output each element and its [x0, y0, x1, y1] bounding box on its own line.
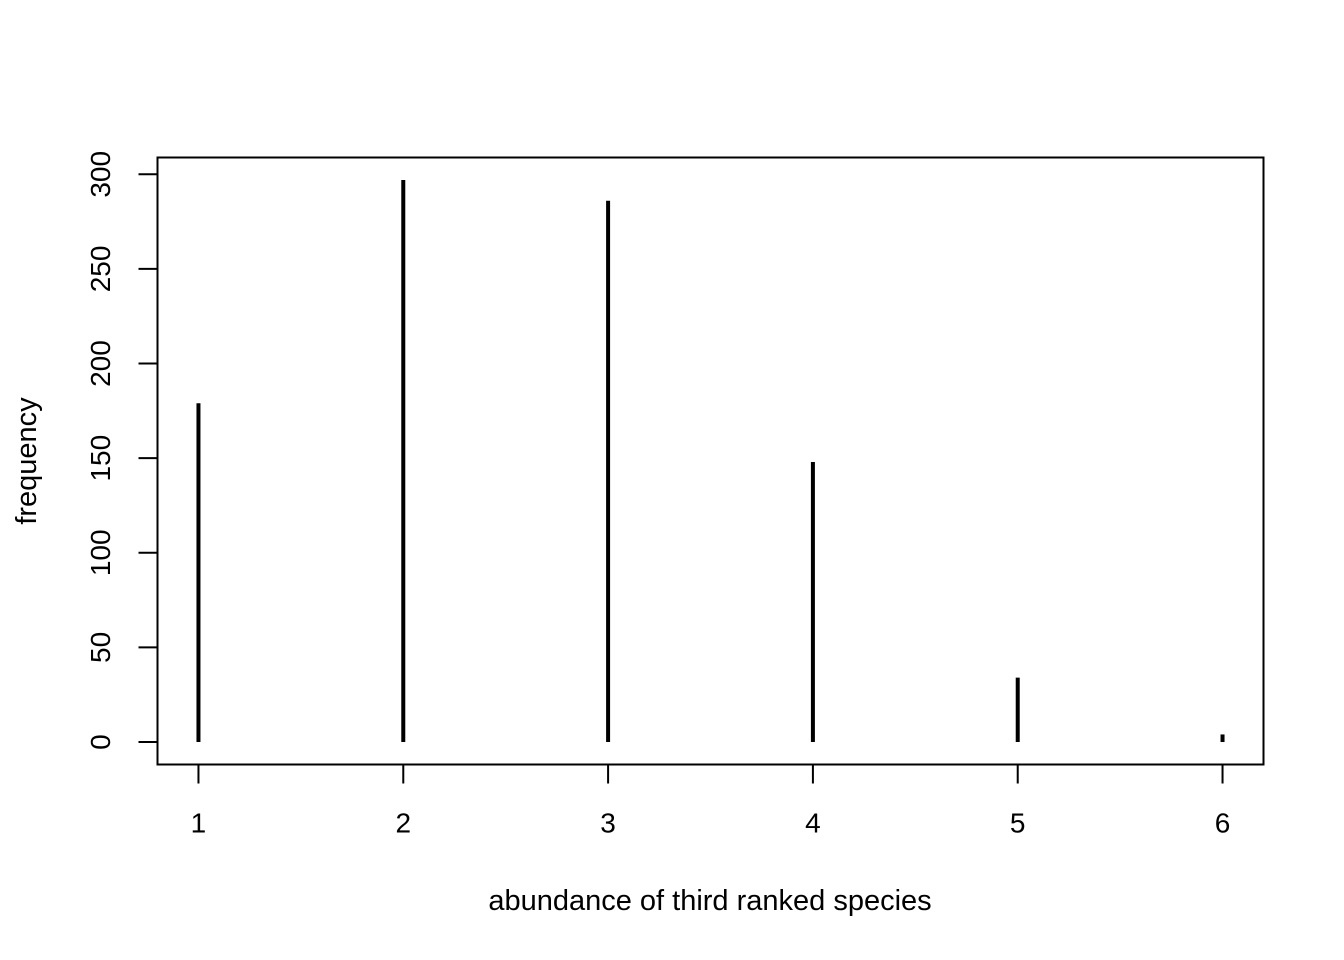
- y-tick-label: 150: [85, 435, 116, 482]
- y-tick-label: 250: [85, 246, 116, 293]
- y-tick-label: 100: [85, 529, 116, 576]
- x-tick-label: 4: [805, 808, 821, 839]
- y-tick-label: 0: [85, 734, 116, 750]
- y-tick-label: 200: [85, 340, 116, 387]
- x-axis: 1 2 3 4 5 6: [191, 763, 1231, 839]
- plot-frame: [156, 156, 1265, 766]
- x-tick-label: 5: [1010, 808, 1026, 839]
- y-tick-label: 50: [85, 632, 116, 663]
- x-axis-title: abundance of third ranked species: [488, 885, 931, 917]
- y-axis-title: frequency: [11, 397, 43, 525]
- x-tick-label: 1: [191, 808, 207, 839]
- x-tick-label: 3: [600, 808, 616, 839]
- x-tick-label: 6: [1215, 808, 1231, 839]
- y-axis: 0 50 100 150 200 250 300: [85, 151, 159, 750]
- data-lines: [196, 179, 1225, 743]
- x-tick-label: 2: [395, 808, 411, 839]
- y-tick-label: 300: [85, 151, 116, 198]
